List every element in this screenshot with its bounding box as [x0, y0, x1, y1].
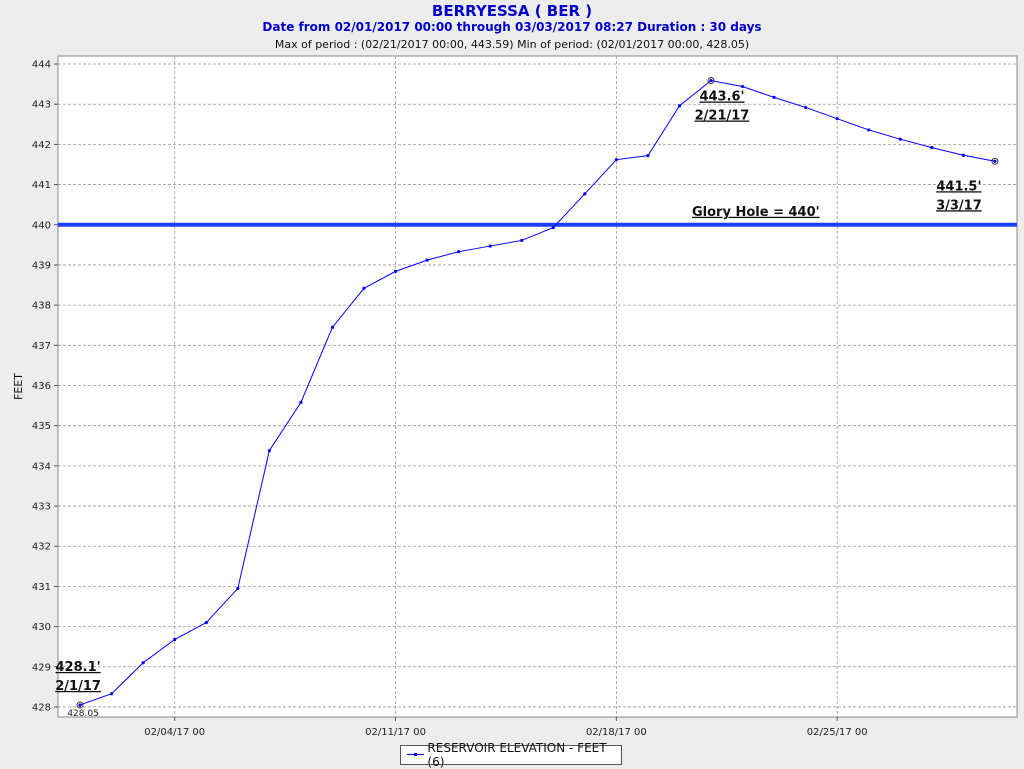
data-point — [804, 105, 808, 110]
y-tick-label: 433 — [32, 502, 51, 513]
data-point — [930, 146, 934, 150]
data-point — [677, 104, 682, 108]
data-point — [393, 269, 398, 273]
data-point — [457, 250, 461, 254]
y-tick-label: 430 — [32, 622, 51, 633]
y-tick-label: 429 — [32, 662, 51, 673]
data-point — [835, 117, 839, 121]
y-tick-label: 443 — [32, 100, 51, 111]
x-tick-label: 02/11/17 00 — [365, 727, 426, 738]
y-tick-label: 441 — [32, 180, 51, 191]
y-tick-label: 444 — [32, 60, 51, 71]
chart-stats: Max of period : (02/21/2017 00:00, 443.5… — [274, 38, 750, 51]
elevation-chart: 428 429 430 431 432 433 434 435 436 437 438 439 440 4… — [12, 55, 1018, 738]
y-tick-label: 438 — [32, 301, 51, 312]
data-point — [173, 637, 177, 642]
data-point — [267, 448, 271, 453]
annotation-date: 3/3/17 — [936, 198, 982, 213]
y-tick-label: 442 — [32, 140, 51, 151]
data-point — [709, 78, 713, 83]
data-point — [993, 159, 997, 163]
annotation-marker — [76, 701, 84, 709]
data-point — [961, 153, 965, 157]
y-tick-label: 440 — [32, 220, 51, 231]
x-tick-label: 02/04/17 00 — [144, 727, 205, 738]
y-tick-label: 428 — [32, 702, 51, 713]
glory-hole-label: Glory Hole = 440' — [692, 205, 820, 220]
legend-line-icon — [407, 750, 425, 760]
x-tick-label: 02/25/17 00 — [807, 727, 868, 738]
series-line — [79, 79, 996, 706]
data-point — [488, 244, 492, 248]
chart-subtitle: Date from 02/01/2017 00:00 through 03/03… — [262, 20, 762, 34]
plot-area — [57, 55, 1018, 718]
data-point — [204, 620, 208, 625]
annotation-marker — [991, 157, 999, 165]
y-tick-label: 434 — [32, 461, 51, 472]
data-point — [141, 661, 145, 665]
y-tick-label: 432 — [32, 542, 51, 553]
x-tick-label: 02/18/17 00 — [586, 727, 647, 738]
annotation-value: 441.5' — [936, 179, 981, 194]
data-point — [330, 325, 335, 329]
data-point — [236, 586, 240, 591]
chart-title: BERRYESSA ( BER ) — [431, 2, 593, 20]
annotation-value: 428.1' — [56, 660, 101, 675]
data-point — [898, 137, 902, 141]
data-point — [362, 286, 366, 290]
y-axis-label: FEET — [12, 373, 25, 400]
legend-label: RESERVOIR ELEVATION - FEET (6) — [427, 741, 607, 769]
y-tick-label: 437 — [32, 341, 51, 352]
annotation-value: 443.6' — [699, 90, 744, 105]
y-tick-label: 435 — [32, 421, 51, 432]
y-tick-label: 439 — [32, 260, 51, 271]
data-point — [867, 128, 871, 132]
y-tick-label: 436 — [32, 381, 51, 392]
data-point — [110, 692, 114, 696]
data-point — [740, 84, 745, 89]
annotation-date: 2/21/17 — [695, 109, 750, 124]
data-point — [583, 192, 587, 196]
data-point — [772, 95, 776, 99]
data-point — [425, 258, 429, 262]
point-label: 428.05 — [67, 709, 99, 719]
data-point — [78, 703, 82, 707]
data-point — [646, 154, 650, 158]
data-point — [520, 238, 524, 243]
chart-legend: RESERVOIR ELEVATION - FEET (6) — [400, 741, 622, 769]
annotation-date: 2/1/17 — [55, 679, 101, 694]
y-tick-label: 431 — [32, 582, 51, 593]
data-point — [299, 400, 303, 404]
annotation-marker — [707, 77, 715, 85]
data-point — [614, 158, 618, 162]
data-point — [551, 225, 555, 230]
